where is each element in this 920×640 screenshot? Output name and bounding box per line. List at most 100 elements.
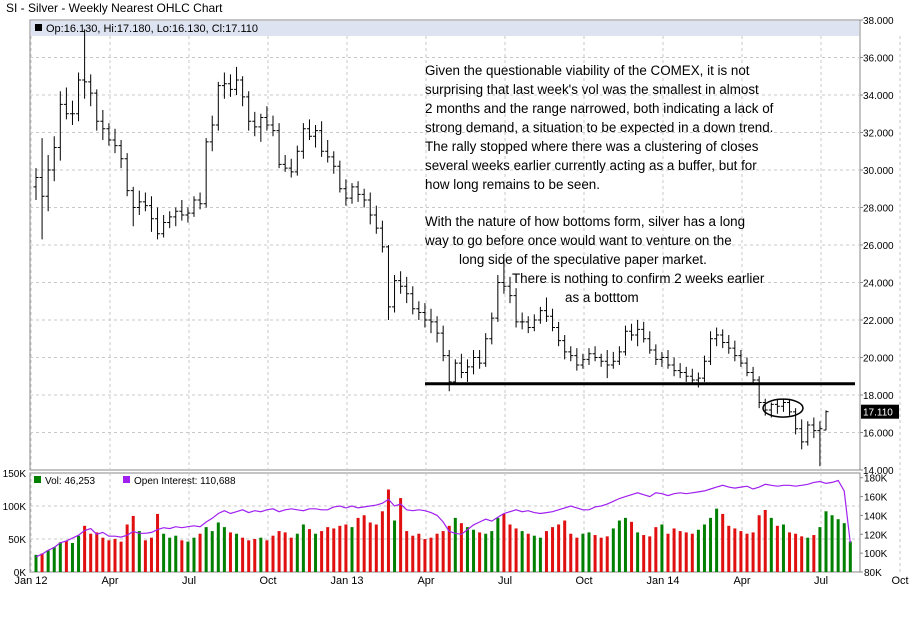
volume-bar [119,541,123,572]
volume-bar [824,511,828,572]
volume-bar [672,528,676,572]
volume-bar [417,533,421,572]
commentary-line: strong demand, a situation to be expecte… [425,120,774,135]
volume-bar [836,519,840,572]
volume-bar [842,523,846,572]
volume-bar [83,525,87,572]
volume-y-tick-label: 150K [3,469,27,480]
volume-bar [271,535,275,572]
volume-bar [168,537,172,572]
volume-bar [623,517,627,572]
volume-bar [314,533,318,572]
volume-bar [721,513,725,572]
volume-bar [125,524,129,572]
volume-bar [508,524,512,572]
volume-bar [484,533,488,572]
volume-y-tick-label: 100K [3,502,27,513]
volume-bar [532,535,536,572]
y-tick-label: 36.000 [863,54,894,65]
volume-bar [472,529,476,572]
y-tick-label: 34.000 [863,91,894,102]
y-tick-label: 28.000 [863,204,894,215]
y-tick-label: 26.000 [863,241,894,252]
open-interest-legend-swatch [123,476,130,483]
commentary-line: surprising that last week's vol was the … [425,82,759,97]
volume-bar [107,540,111,572]
volume-bar [447,525,451,572]
volume-bar [788,532,792,572]
volume-bar [89,533,93,572]
volume-bar [52,546,56,572]
volume-bar [405,531,409,572]
y-tick-label: 22.000 [863,316,894,327]
volume-bar [216,522,220,572]
volume-bar [514,528,518,572]
volume-bar [593,535,597,572]
volume-bar [58,542,62,572]
volume-bar [605,536,609,572]
volume-bar [538,537,542,572]
commentary-line: several weeks earlier currently acting a… [425,158,757,173]
volume-bar [253,539,257,572]
volume-bar [228,532,232,572]
volume-bar [192,537,196,572]
volume-bar [496,517,500,572]
volume-bar [283,532,287,572]
volume-bar [526,533,530,572]
commentary-line: The rally stopped where there was a clus… [425,139,759,154]
volume-bar [320,531,324,572]
volume-bar [459,523,463,572]
volume-bar [77,535,81,572]
volume-bar [666,533,670,572]
x-tick-label: Jul [182,575,196,587]
volume-bar [702,524,706,572]
volume-bar [709,517,713,572]
volume-bar [411,535,415,572]
volume-bar [757,515,761,572]
x-tick-label: Apr [733,575,750,587]
volume-bar [429,537,433,572]
volume-bar [775,525,779,572]
volume-bar [326,527,330,572]
volume-y-tick-label: 0K [14,568,27,579]
volume-bar [848,541,852,572]
x-tick-label: Oct [259,575,276,587]
commentary-line: Given the questionable viability of the … [425,63,750,78]
volume-bar [648,536,652,572]
volume-bar [210,531,214,572]
open-interest-line [35,479,851,558]
volume-bar [490,531,494,572]
volume-bar [660,524,664,572]
volume-bar [733,528,737,572]
volume-bar [307,529,311,572]
volume-bar [46,550,50,572]
volume-bar [113,539,117,572]
last-price-box [861,404,899,419]
volume-bar [763,509,767,572]
volume-bar [465,527,469,572]
commentary-line: 2 months and the range narrowed, both in… [425,101,774,116]
volume-bar [678,531,682,572]
volume-bar [818,527,822,572]
volume-bar [174,535,178,572]
volume-bar [587,532,591,572]
volume-bar [34,554,38,572]
volume-bar [332,528,336,572]
y-tick-label: 38.000 [863,16,894,27]
oi-y-tick-label: 120K [864,530,888,541]
volume-bar [295,533,299,572]
volume-bar [198,533,202,572]
volume-bar [241,537,245,572]
volume-bar [344,524,348,572]
commentary-line: With the nature of how bottoms form, sil… [425,214,746,229]
volume-bar [794,533,798,572]
volume-bar [690,533,694,572]
volume-bar [727,525,731,572]
volume-bar [502,513,506,572]
oi-y-tick-label: 80K [864,568,882,579]
x-tick-label: Jul [814,575,828,587]
volume-bar [617,520,621,572]
volume-bar [745,533,749,572]
volume-bar [265,540,269,572]
volume-bar [441,531,445,572]
